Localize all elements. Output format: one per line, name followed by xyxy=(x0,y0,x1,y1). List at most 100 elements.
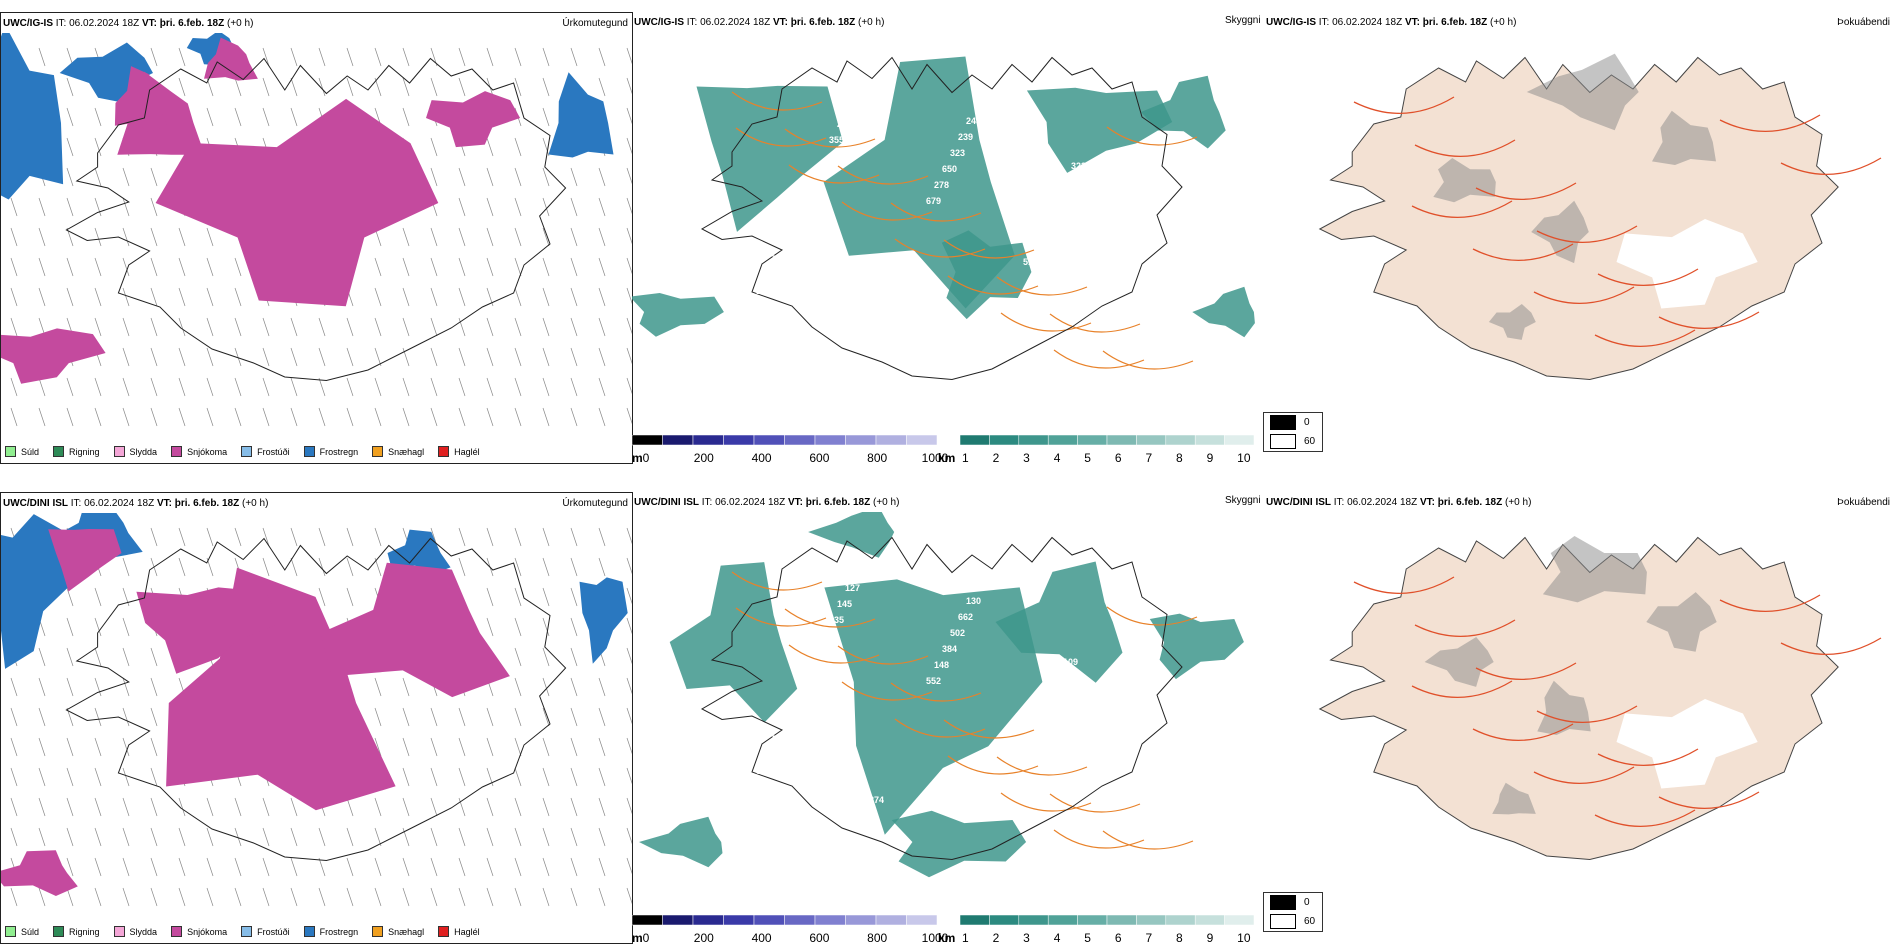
wind-barb xyxy=(150,347,158,367)
road-line xyxy=(947,275,1039,295)
legend-swatch xyxy=(438,926,450,937)
wind-barb xyxy=(122,257,130,277)
wind-barb xyxy=(206,347,214,367)
road-line xyxy=(1597,748,1699,767)
wind-barb xyxy=(262,347,270,367)
wind-barb xyxy=(346,77,354,97)
fog-legend: 0 60 xyxy=(1263,412,1323,452)
wind-barb xyxy=(66,857,74,877)
wind-barb xyxy=(486,707,494,727)
wind-barb xyxy=(374,707,382,727)
panel-title-cloud: Skyggni xyxy=(1225,15,1261,26)
wind-barb xyxy=(486,347,494,367)
init-time-value: 06.02.2024 18Z xyxy=(69,18,140,29)
wind-barb xyxy=(94,587,102,607)
cbar-tick-m: 400 xyxy=(752,451,772,465)
wind-barb xyxy=(234,827,242,847)
legend-label: Frostúði xyxy=(257,446,290,457)
wind-barb xyxy=(94,317,102,337)
wind-barb xyxy=(570,347,578,367)
wind-barb xyxy=(486,737,494,757)
legend-label: Súld xyxy=(21,926,40,937)
wind-barb xyxy=(430,827,438,847)
init-time-label: IT: xyxy=(701,497,713,508)
wind-barb xyxy=(178,77,186,97)
wind-barb xyxy=(402,317,410,337)
cloud-base-value: 502 xyxy=(950,628,965,638)
road-line xyxy=(894,238,986,258)
cbar-tick-m: 200 xyxy=(694,451,714,465)
wind-barb xyxy=(122,227,130,247)
wind-barb xyxy=(318,527,326,547)
wind-barb xyxy=(10,407,18,427)
cbar-tick-km: 1 xyxy=(962,931,969,945)
cbar-cell-km xyxy=(1194,435,1225,446)
wind-barb xyxy=(206,227,214,247)
cbar-cell-m xyxy=(845,915,877,926)
legend-swatch xyxy=(171,926,183,937)
wind-barb xyxy=(458,167,466,187)
precip-map xyxy=(1,513,632,907)
legend-label: Frostregn xyxy=(319,446,359,457)
fog-legend-item: 60 xyxy=(1264,912,1322,931)
road-line xyxy=(788,164,880,184)
wind-barb xyxy=(318,47,326,67)
low-visibility-area xyxy=(1026,87,1173,173)
wind-barb xyxy=(10,827,18,847)
cbar-cell-km xyxy=(1106,435,1137,446)
wind-barb xyxy=(570,797,578,817)
wind-barb xyxy=(514,347,522,367)
wind-barb xyxy=(66,827,74,847)
cbar-tick-km: 9 xyxy=(1207,931,1214,945)
low-visibility-area xyxy=(824,579,1043,835)
valid-time-label: VT: xyxy=(141,18,157,29)
wind-barb xyxy=(626,167,632,185)
road-line xyxy=(890,202,982,222)
legend-item: Snæhagl xyxy=(372,446,424,457)
wind-barb xyxy=(626,257,632,275)
valid-time-label: VT: xyxy=(1404,17,1420,28)
wind-barb xyxy=(290,887,298,907)
fog-legend-item: 0 xyxy=(1264,893,1322,912)
road-line xyxy=(1106,126,1198,146)
wind-barb xyxy=(122,167,130,187)
cbar-tick-m: 0 xyxy=(643,451,650,465)
precip-legend: Súld Rigning Slydda Snjókoma Frostúði Frostre… xyxy=(5,446,494,457)
cbar-cell-km xyxy=(959,435,990,446)
cloud-base-value: 229 xyxy=(748,782,763,792)
wind-barb xyxy=(94,617,102,637)
cbar-cell-m xyxy=(814,435,846,446)
legend-item: Frostregn xyxy=(303,446,359,457)
legend-swatch xyxy=(5,446,16,457)
wind-barb xyxy=(402,257,410,277)
wind-barb xyxy=(374,737,382,757)
wind-barb xyxy=(542,47,550,67)
wind-barb xyxy=(150,527,158,547)
wind-barb xyxy=(374,347,382,367)
road-line xyxy=(1719,114,1821,133)
cloud-base-value: 243 xyxy=(966,116,981,126)
wind-barb xyxy=(542,287,550,307)
wind-barb xyxy=(626,197,632,215)
cloud-base-value: 196 xyxy=(853,87,868,97)
cloud-base-value: 288 xyxy=(1047,689,1062,699)
wind-barb xyxy=(542,407,550,427)
wind-barb xyxy=(514,167,522,187)
wind-barb xyxy=(514,377,522,397)
cbar-tick-km: 2 xyxy=(993,451,1000,465)
snjokoma-area xyxy=(114,66,168,133)
road-line xyxy=(1475,182,1577,201)
cbar-tick-km: 6 xyxy=(1115,451,1122,465)
init-time-value: 06.02.2024 18Z xyxy=(700,17,771,28)
cloud-base-value: 145 xyxy=(780,238,795,248)
wind-barb xyxy=(178,227,186,247)
wind-barb xyxy=(430,347,438,367)
wind-barb xyxy=(598,707,606,727)
wind-barb xyxy=(626,647,632,665)
fog-legend-item: 0 xyxy=(1264,413,1322,432)
legend-label: Frostúði xyxy=(257,926,290,937)
wind-barb xyxy=(626,677,632,695)
legend-label: Snæhagl xyxy=(388,446,425,457)
wind-barb xyxy=(514,227,522,247)
road-line xyxy=(841,201,933,221)
